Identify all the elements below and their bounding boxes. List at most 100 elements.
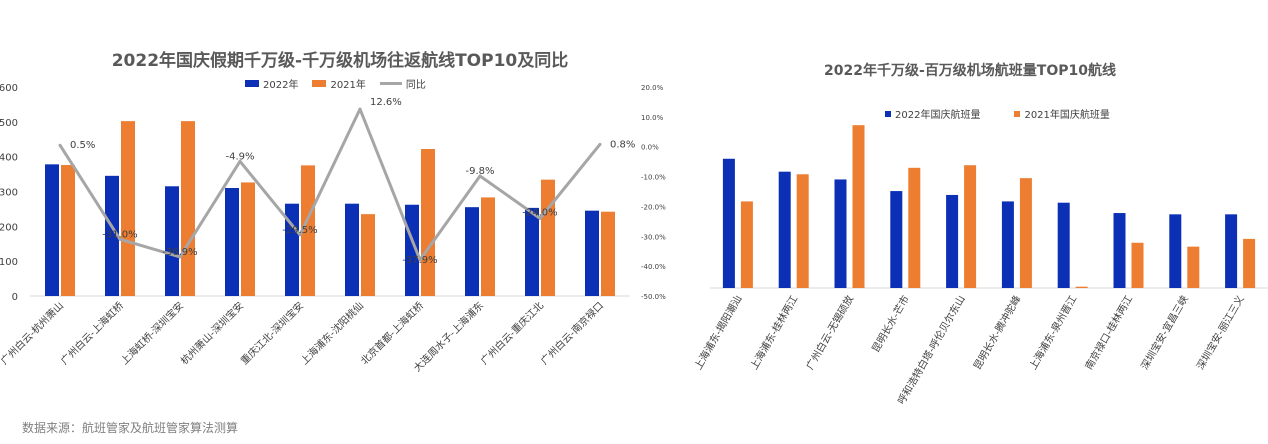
chart1-yoy-data-label: -9.8% bbox=[465, 166, 494, 177]
chart2-bar-2021 bbox=[908, 167, 921, 288]
chart1-yoy-point bbox=[238, 159, 242, 163]
chart2-category-label: 广州白云-无锡硕放 bbox=[803, 293, 856, 372]
chart1-bar-2021 bbox=[601, 211, 615, 296]
chart1-category-label: 重庆江北-深圳宝安 bbox=[238, 299, 306, 367]
chart1-bar-2021 bbox=[421, 149, 435, 296]
chart2-bar-2021 bbox=[1075, 286, 1088, 288]
chart1-yoy-data-label: 0.8% bbox=[610, 139, 635, 150]
chart1-bar-2021 bbox=[361, 214, 375, 296]
chart2-bar-2022 bbox=[834, 179, 847, 288]
chart1-ytick-label: 300 bbox=[0, 188, 18, 199]
chart1-yoy-data-label: -37.9% bbox=[402, 255, 437, 266]
chart2-category-label: 上海浦东-泉州晋江 bbox=[1026, 293, 1079, 372]
chart2-bar-2021 bbox=[1187, 246, 1200, 288]
chart2-bar-2022 bbox=[778, 171, 791, 288]
chart1-yoy-point bbox=[538, 216, 542, 220]
chart1-yoy-point bbox=[118, 237, 122, 241]
chart1-yoy-data-label: 0.5% bbox=[70, 140, 95, 151]
chart2-bar-2022 bbox=[1001, 201, 1014, 288]
chart1-y2tick-label: -50.0% bbox=[641, 293, 666, 301]
legend-2021-flights: 2021年国庆航班量 bbox=[1014, 106, 1110, 121]
chart1-bar-2022 bbox=[285, 203, 299, 296]
chart1-yoy-point bbox=[298, 233, 302, 237]
chart1-yoy-point bbox=[418, 258, 422, 262]
chart2-bar-2021 bbox=[796, 174, 809, 288]
legend-2022-flights: 2022年国庆航班量 bbox=[885, 106, 980, 121]
chart1-bar-2021 bbox=[121, 121, 135, 297]
chart1-category-label: 北京首都-上海虹桥 bbox=[358, 299, 426, 367]
chart2-category-label: 上海浦东-揭阳潮汕 bbox=[691, 293, 744, 372]
chart1-y2tick-label: 20.0% bbox=[641, 84, 664, 92]
chart2-bar-2021 bbox=[964, 165, 977, 288]
chart2-category-label: 昆明长水-芒市 bbox=[869, 293, 912, 355]
chart2-category-label: 深圳宝安-宜昌三峡 bbox=[1138, 293, 1191, 372]
chart2-bar-2021 bbox=[740, 201, 753, 288]
chart2-title: 2022年千万级-百万级机场航班量TOP10航线 bbox=[824, 63, 1116, 79]
chart1-category-label: 广州白云-南京禄口 bbox=[538, 299, 606, 367]
chart1-bar-2022 bbox=[105, 175, 119, 296]
chart2-category-label: 深圳宝安-丽江三义 bbox=[1194, 293, 1247, 372]
legend-2022-label: 2022年 bbox=[263, 80, 299, 91]
chart1-bar-2021 bbox=[481, 197, 495, 296]
legend-2021-label: 2021年 bbox=[330, 80, 366, 91]
chart1-ytick-label: 100 bbox=[0, 257, 18, 268]
chart1-y2tick-label: -20.0% bbox=[641, 203, 666, 211]
chart1-bar-2022 bbox=[225, 188, 239, 296]
chart1-bar-2021 bbox=[181, 121, 195, 297]
chart1-ytick-label: 200 bbox=[0, 222, 18, 233]
chart2-bar-2022 bbox=[1225, 214, 1238, 288]
chart1-category-label: 广州白云-上海虹桥 bbox=[58, 299, 126, 367]
chart2-legend: 2022年国庆航班量 2021年国庆航班量 bbox=[885, 106, 1110, 121]
chart1-bar-2021 bbox=[541, 179, 555, 296]
chart1-category-label: 上海浦东-沈阳桃仙 bbox=[298, 299, 366, 367]
chart2-bar-2022 bbox=[946, 194, 959, 288]
chart1-category-label: 上海虹桥-深圳宝安 bbox=[118, 299, 186, 367]
chart1-bar-2021 bbox=[241, 182, 255, 296]
chart1-yoy-data-label: -31.0% bbox=[102, 229, 137, 240]
chart2-bar-2021 bbox=[852, 125, 865, 289]
chart1-yoy-point bbox=[178, 255, 182, 259]
legend-2021-flights-swatch bbox=[1014, 110, 1021, 117]
chart2-bar-2022 bbox=[1057, 202, 1070, 288]
legend-yoy: 同比 bbox=[379, 76, 426, 91]
legend-2022-swatch bbox=[245, 80, 259, 87]
chart1-ytick-label: 0 bbox=[12, 292, 18, 303]
chart1-ytick-label: 600 bbox=[0, 83, 18, 94]
chart1-yoy-point bbox=[358, 107, 362, 111]
chart2-category-label: 昆明长水-腾冲驼峰 bbox=[970, 293, 1023, 372]
chart1-bar-2022 bbox=[525, 207, 539, 296]
chart1-y2tick-label: -30.0% bbox=[641, 233, 666, 241]
chart1-category-label: 广州白云-杭州萧山 bbox=[0, 299, 66, 367]
legend-2022-flights-swatch bbox=[885, 110, 891, 117]
chart1-y2tick-label: 0.0% bbox=[641, 144, 659, 152]
chart2-bar-2022 bbox=[890, 191, 903, 288]
chart2-category-label: 上海浦东-桂林两江 bbox=[747, 293, 800, 372]
chart1-yoy-point bbox=[478, 174, 482, 178]
chart1-category-label: 杭州萧山-深圳宝安 bbox=[178, 299, 246, 367]
chart1-yoy-point bbox=[58, 143, 62, 147]
chart1-yoy-data-label: -4.9% bbox=[225, 151, 254, 162]
chart1-bar-2022 bbox=[345, 203, 359, 296]
legend-2022-flights-label: 2022年国庆航班量 bbox=[895, 110, 981, 121]
chart1-yoy-data-label: -29.5% bbox=[282, 225, 317, 236]
chart1-title: 2022年国庆假期千万级-千万级机场往返航线TOP10及同比 bbox=[111, 51, 569, 71]
chart1-bar-2022 bbox=[165, 186, 179, 296]
chart1-yoy-line bbox=[58, 107, 602, 262]
chart2-bar-2021 bbox=[1019, 178, 1032, 288]
chart1-y2tick-label: -40.0% bbox=[641, 263, 666, 271]
chart2-bar-2021 bbox=[1131, 242, 1144, 288]
source-note: 数据来源：航班管家及航班管家算法测算 bbox=[22, 421, 239, 435]
chart2-bar-2021 bbox=[1243, 238, 1256, 288]
chart1-bar-2022 bbox=[465, 207, 479, 296]
legend-2022: 2022年 bbox=[245, 76, 298, 91]
chart1-ytick-label: 500 bbox=[0, 118, 18, 129]
chart1-category-label: 广州白云-重庆江北 bbox=[478, 299, 546, 367]
chart2-category-label: 南京禄口-桂林两江 bbox=[1082, 293, 1135, 372]
chart1-y2tick-label: -10.0% bbox=[641, 174, 666, 182]
chart1-bar-2022 bbox=[585, 210, 599, 296]
chart1-yoy-data-label: -36.9% bbox=[162, 247, 197, 258]
legend-2021: 2021年 bbox=[312, 76, 366, 91]
chart1-y2tick-label: 10.0% bbox=[641, 114, 664, 122]
